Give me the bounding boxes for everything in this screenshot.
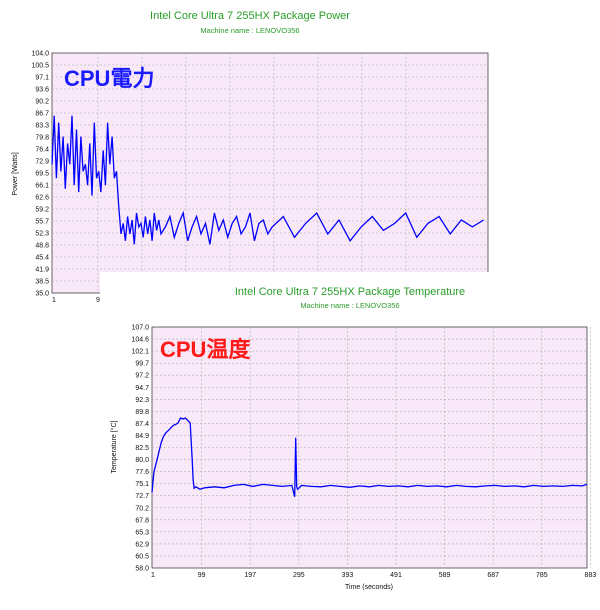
y-tick-label: 70.2 xyxy=(135,505,149,512)
overlay-label: CPU電力 xyxy=(64,66,154,91)
y-tick-label: 75.1 xyxy=(135,481,149,488)
y-tick-label: 55.7 xyxy=(35,219,49,226)
y-tick-label: 67.8 xyxy=(135,517,149,524)
y-tick-label: 60.5 xyxy=(135,553,149,560)
y-tick-label: 69.5 xyxy=(35,171,49,178)
y-tick-label: 72.9 xyxy=(35,159,49,166)
y-tick-label: 93.6 xyxy=(35,87,49,94)
series-line xyxy=(51,115,484,245)
y-tick-label: 62.6 xyxy=(35,195,49,202)
y-tick-label: 77.6 xyxy=(135,469,149,476)
y-tick-label: 38.5 xyxy=(35,279,49,286)
y-tick-label: 99.7 xyxy=(135,361,149,368)
x-tick-label: 393 xyxy=(342,572,354,579)
x-tick-label: 197 xyxy=(244,572,256,579)
x-tick-label: 491 xyxy=(390,572,402,579)
y-tick-label: 94.7 xyxy=(135,385,149,392)
plot-area: 104.0 100.5 97.1 93.6 90.2 86.7 83.3 79.8 76.4 72… xyxy=(31,51,489,304)
y-tick-label: 58.0 xyxy=(135,566,149,573)
chart-subtitle: Machine name : LENOVO356 xyxy=(200,26,299,35)
x-axis-label: Time (seconds) xyxy=(345,584,393,591)
x-tick-label: 785 xyxy=(536,572,548,579)
temperature-chart: Intel Core Ultra 7 255HX Package Tempera… xyxy=(110,286,596,591)
y-tick-label: 45.4 xyxy=(35,255,49,262)
y-axis-label: Temperature [°C] xyxy=(110,420,118,473)
y-tick-label: 62.9 xyxy=(135,541,149,548)
y-tick-label: 92.3 xyxy=(135,397,149,404)
power-chart: Intel Core Ultra 7 255HX Package Power M… xyxy=(12,10,489,304)
y-tick-label: 80.0 xyxy=(135,457,149,464)
overlay-label: CPU温度 xyxy=(160,337,251,362)
y-tick-label: 66.1 xyxy=(35,183,49,190)
chart-title: Intel Core Ultra 7 255HX Package Tempera… xyxy=(235,286,465,298)
x-tick-label: 9 xyxy=(96,297,100,304)
power-chart-panel: Intel Core Ultra 7 255HX Package Power M… xyxy=(0,0,500,335)
y-tick-label: 48.8 xyxy=(35,243,49,250)
y-tick-label: 107.0 xyxy=(131,325,149,332)
x-tick-label: 589 xyxy=(439,572,451,579)
y-tick-label: 104.6 xyxy=(131,337,149,344)
x-tick-label: 1 xyxy=(52,297,56,304)
y-tick-label: 86.7 xyxy=(35,111,49,118)
y-tick-label: 41.9 xyxy=(35,267,49,274)
series-line xyxy=(151,417,588,497)
plot-area: 107.0 104.6 102.1 99.7 97.2 94.7 92.3 89.8 87.4 8… xyxy=(131,325,596,580)
y-tick-label: 87.4 xyxy=(135,421,149,428)
y-tick-label: 52.3 xyxy=(35,231,49,238)
y-tick-label: 100.5 xyxy=(31,63,49,70)
x-tick-label: 1 xyxy=(151,572,155,579)
x-tick-label: 99 xyxy=(198,572,206,579)
y-tick-label: 79.8 xyxy=(35,135,49,142)
y-tick-label: 102.1 xyxy=(131,349,149,356)
y-axis-label: Power [Watts] xyxy=(12,152,19,195)
temperature-chart-panel: Intel Core Ultra 7 255HX Package Tempera… xyxy=(100,272,600,610)
y-tick-label: 97.1 xyxy=(35,75,49,82)
chart-subtitle: Machine name : LENOVO356 xyxy=(300,301,399,310)
y-tick-label: 84.9 xyxy=(135,433,149,440)
y-tick-label: 59.2 xyxy=(35,207,49,214)
x-tick-label: 687 xyxy=(487,572,499,579)
y-tick-label: 97.2 xyxy=(135,373,149,380)
y-tick-label: 76.4 xyxy=(35,147,49,154)
y-tick-label: 35.0 xyxy=(35,291,49,298)
y-tick-label: 65.3 xyxy=(135,529,149,536)
y-tick-label: 89.8 xyxy=(135,409,149,416)
y-tick-label: 90.2 xyxy=(35,99,49,106)
y-tick-label: 72.7 xyxy=(135,493,149,500)
y-tick-label: 83.3 xyxy=(35,123,49,130)
x-tick-label: 295 xyxy=(293,572,305,579)
chart-title: Intel Core Ultra 7 255HX Package Power xyxy=(150,10,350,22)
y-tick-label: 104.0 xyxy=(31,51,49,58)
y-tick-label: 82.5 xyxy=(135,445,149,452)
x-tick-label: 883 xyxy=(585,572,597,579)
